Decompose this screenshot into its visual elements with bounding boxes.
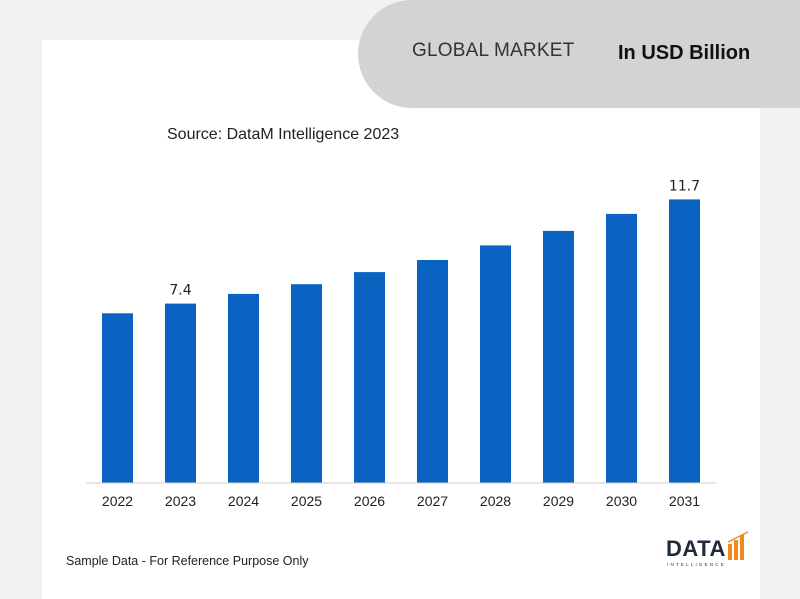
data-label-2031: 11.7	[669, 178, 700, 194]
bar-2031	[669, 199, 700, 483]
x-tick-2028: 2028	[480, 493, 511, 509]
x-tick-2030: 2030	[606, 493, 637, 509]
x-tick-2029: 2029	[543, 493, 574, 509]
x-tick-2025: 2025	[291, 493, 322, 509]
chart-header-title: GLOBAL MARKET	[412, 40, 575, 61]
data-label-2023: 7.4	[169, 283, 191, 299]
bar-2023	[165, 303, 196, 483]
unit-label: In USD Billion	[618, 42, 751, 64]
logo-subtitle: INTELLIGENCE	[667, 562, 726, 567]
x-tick-2022: 2022	[102, 493, 133, 509]
logo-bars-icon	[727, 531, 749, 560]
bar-2026	[354, 272, 385, 483]
bar-2025	[291, 284, 322, 483]
bar-2024	[228, 293, 259, 483]
datam-logo: DATA INTELLIGENCE	[666, 530, 756, 572]
bar-2030	[606, 213, 637, 483]
bar-2028	[480, 245, 511, 483]
x-tick-2026: 2026	[354, 493, 385, 509]
chart-card	[42, 40, 760, 599]
x-tick-2031: 2031	[669, 493, 700, 509]
x-tick-2027: 2027	[417, 493, 448, 509]
bar-2022	[102, 313, 133, 483]
bars-group	[102, 199, 700, 483]
footer-disclaimer: Sample Data - For Reference Purpose Only	[66, 554, 309, 568]
x-tick-2023: 2023	[165, 493, 196, 509]
bar-2027	[417, 260, 448, 483]
x-tick-labels: 2022 2023 2024 2025 2026 2027 2028 2029 2030 2031	[102, 493, 700, 509]
header-banner	[358, 0, 800, 108]
x-tick-2024: 2024	[228, 493, 259, 509]
source-note: Source: DataM Intelligence 2023	[167, 126, 400, 143]
bar-2029	[543, 230, 574, 483]
logo-wordmark: DATA	[666, 536, 726, 561]
data-labels: 7.4 11.7	[169, 178, 700, 298]
